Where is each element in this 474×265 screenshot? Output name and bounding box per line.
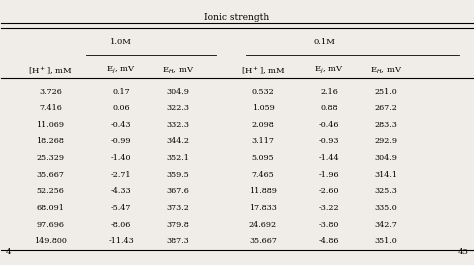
Text: -4.86: -4.86 [319, 237, 339, 245]
Text: 7.416: 7.416 [39, 104, 62, 112]
Text: 304.9: 304.9 [166, 88, 189, 96]
Text: -2.60: -2.60 [319, 187, 339, 195]
Text: 35.667: 35.667 [249, 237, 277, 245]
Text: 0.88: 0.88 [320, 104, 338, 112]
Text: 3.726: 3.726 [39, 88, 62, 96]
Text: 1.059: 1.059 [252, 104, 274, 112]
Text: 325.3: 325.3 [374, 187, 397, 195]
Text: -1.44: -1.44 [319, 154, 339, 162]
Text: 149.800: 149.800 [34, 237, 67, 245]
Text: 387.3: 387.3 [166, 237, 189, 245]
Text: -8.06: -8.06 [111, 220, 131, 228]
Text: 373.2: 373.2 [166, 204, 189, 212]
Text: 45: 45 [458, 248, 469, 257]
Text: 352.1: 352.1 [166, 154, 189, 162]
Text: 314.1: 314.1 [374, 171, 397, 179]
Text: -3.80: -3.80 [319, 220, 339, 228]
Text: 332.3: 332.3 [166, 121, 190, 129]
Text: 267.2: 267.2 [374, 104, 397, 112]
Text: -4.33: -4.33 [111, 187, 131, 195]
Text: 2.098: 2.098 [252, 121, 274, 129]
Text: E$_H$, mV: E$_H$, mV [162, 65, 194, 76]
Text: 251.0: 251.0 [374, 88, 397, 96]
Text: -0.93: -0.93 [319, 138, 339, 145]
Text: 52.256: 52.256 [36, 187, 64, 195]
Text: -1.40: -1.40 [111, 154, 131, 162]
Text: 367.6: 367.6 [166, 187, 189, 195]
Text: 351.0: 351.0 [374, 237, 397, 245]
Text: 0.06: 0.06 [112, 104, 130, 112]
Text: 7.465: 7.465 [252, 171, 274, 179]
Text: 24.692: 24.692 [249, 220, 277, 228]
Text: 11.069: 11.069 [36, 121, 64, 129]
Text: -1.96: -1.96 [319, 171, 339, 179]
Text: -5.47: -5.47 [111, 204, 131, 212]
Text: [H$^+$], mM: [H$^+$], mM [28, 64, 73, 77]
Text: 68.091: 68.091 [36, 204, 64, 212]
Text: -11.43: -11.43 [109, 237, 134, 245]
Text: -0.46: -0.46 [319, 121, 339, 129]
Text: -3.22: -3.22 [319, 204, 339, 212]
Text: 25.329: 25.329 [36, 154, 64, 162]
Text: 335.0: 335.0 [374, 204, 397, 212]
Text: 35.667: 35.667 [36, 171, 64, 179]
Text: -2.71: -2.71 [111, 171, 131, 179]
Text: 18.268: 18.268 [36, 138, 64, 145]
Text: 0.17: 0.17 [112, 88, 130, 96]
Text: 304.9: 304.9 [374, 154, 397, 162]
Text: 342.7: 342.7 [374, 220, 397, 228]
Text: -0.43: -0.43 [111, 121, 131, 129]
Text: 0.532: 0.532 [252, 88, 274, 96]
Text: 344.2: 344.2 [166, 138, 190, 145]
Text: 1.0M: 1.0M [110, 38, 132, 46]
Text: E$_H$, mV: E$_H$, mV [370, 65, 402, 76]
Text: 97.696: 97.696 [36, 220, 64, 228]
Text: -0.99: -0.99 [111, 138, 131, 145]
Text: 0.1M: 0.1M [313, 38, 336, 46]
Text: [H$^+$], mM: [H$^+$], mM [241, 64, 285, 77]
Text: 359.5: 359.5 [166, 171, 189, 179]
Text: 17.833: 17.833 [249, 204, 277, 212]
Text: 5.095: 5.095 [252, 154, 274, 162]
Text: E$_j$, mV: E$_j$, mV [107, 65, 136, 76]
Text: 3.117: 3.117 [252, 138, 274, 145]
Text: E$_j$, mV: E$_j$, mV [314, 65, 344, 76]
Text: 379.8: 379.8 [166, 220, 189, 228]
Text: 2.16: 2.16 [320, 88, 338, 96]
Text: 292.9: 292.9 [374, 138, 397, 145]
Text: Ionic strength: Ionic strength [204, 12, 270, 21]
Text: 322.3: 322.3 [166, 104, 190, 112]
Text: 4: 4 [5, 248, 11, 257]
Text: 11.889: 11.889 [249, 187, 277, 195]
Text: 283.3: 283.3 [374, 121, 397, 129]
